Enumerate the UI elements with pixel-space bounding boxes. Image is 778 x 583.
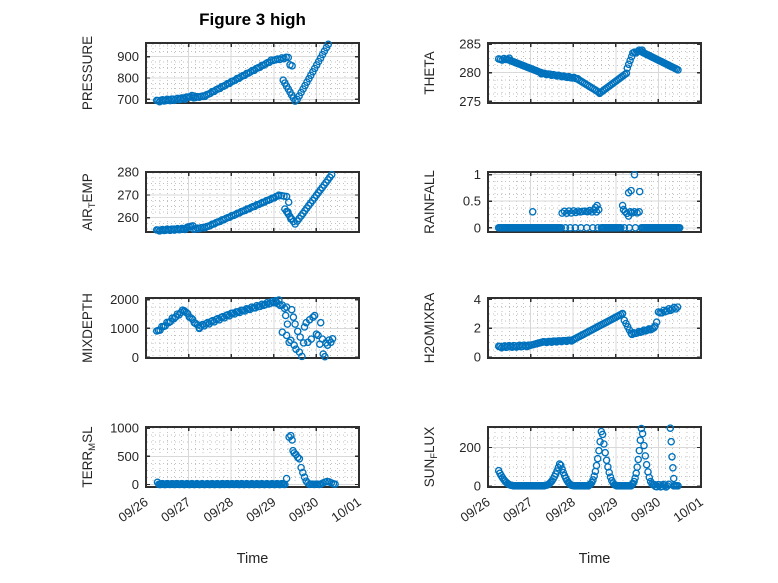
subplot-terr-msl-canvas: 0 500 1000 09/26 09/27 09/28 09/29 09/30 10/01 TE… <box>80 421 364 525</box>
x-tick-label: 09/30 <box>286 494 321 525</box>
y-axis-label: H2OMIXRA <box>422 293 437 364</box>
y-tick-label: 700 <box>117 92 139 107</box>
y-axis-label: PRESSURE <box>80 36 95 110</box>
minor-grid <box>489 173 700 231</box>
x-tick-labels: 09/26 09/27 09/28 09/29 09/30 10/01 <box>115 494 363 525</box>
y-axis-label: AIRTEMP <box>80 173 98 231</box>
y-axis-label: MIXDEPTH <box>80 293 95 363</box>
major-grid <box>489 428 700 486</box>
y-tick-label: 900 <box>117 49 139 64</box>
y-tick-labels: 275 280 285 <box>459 37 481 109</box>
y-tick-label: 800 <box>117 71 139 86</box>
y-tick-label: 4 <box>474 292 481 307</box>
y-tick-labels: 0 500 1000 <box>110 421 139 492</box>
x-axis-label-left: Time <box>236 551 269 567</box>
x-tick-label: 09/29 <box>243 494 278 525</box>
y-tick-label: 200 <box>459 440 481 455</box>
x-tick-label: 09/28 <box>201 494 236 525</box>
subplot-sun-flux-canvas: 0 200 09/26 09/27 09/28 09/29 09/30 10/01 SUNFLU… <box>422 424 706 525</box>
y-tick-labels: 0 200 <box>459 440 481 494</box>
major-grid <box>147 299 358 357</box>
y-tick-label: 260 <box>117 210 139 225</box>
axis-box <box>145 42 360 104</box>
major-grid <box>489 44 700 102</box>
tick-marks <box>487 298 702 358</box>
x-tick-labels: 09/26 09/27 09/28 09/29 09/30 10/01 <box>457 494 705 525</box>
data-markers <box>152 170 336 235</box>
subplot-theta-canvas: 275 280 285 THETA <box>422 37 702 109</box>
x-tick-label: 10/01 <box>670 494 705 525</box>
y-tick-label: 280 <box>459 65 481 80</box>
y-tick-label: 0 <box>474 220 481 235</box>
y-tick-labels: 0 2 4 <box>474 292 481 365</box>
y-tick-label: 285 <box>459 37 481 52</box>
data-markers <box>494 424 682 491</box>
x-tick-label: 09/26 <box>457 494 492 525</box>
y-tick-label: 0 <box>132 477 139 492</box>
y-axis-label: THETA <box>422 51 437 94</box>
axis-box <box>145 171 360 233</box>
y-tick-label: 1 <box>474 167 481 182</box>
data-markers <box>494 46 682 98</box>
y-tick-label: 500 <box>117 449 139 464</box>
x-tick-label: 09/27 <box>158 494 193 525</box>
y-tick-label: 270 <box>117 187 139 202</box>
y-tick-label: 1000 <box>110 421 139 436</box>
y-axis-label: SUNFLUX <box>422 427 440 488</box>
minor-grid <box>147 428 358 486</box>
data-markers <box>494 303 682 352</box>
y-axis-label: RAINFALL <box>422 170 437 234</box>
y-tick-label: 0 <box>474 349 481 364</box>
figure-title: Figure 3 high <box>199 10 306 29</box>
x-axis-label-right: Time <box>578 551 611 567</box>
x-tick-label: 09/26 <box>115 494 150 525</box>
y-tick-label: 1000 <box>110 321 139 336</box>
minor-grid <box>147 299 358 357</box>
subplot-mixdepth-canvas: 0 1000 2000 MIXDEPTH <box>80 292 360 365</box>
x-tick-label: 09/28 <box>543 494 578 525</box>
data-markers <box>153 431 339 489</box>
x-tick-label: 09/27 <box>500 494 535 525</box>
y-tick-labels: 260 270 280 <box>117 165 139 225</box>
data-markers <box>152 40 333 106</box>
axis-box <box>487 171 702 233</box>
data-markers <box>152 296 337 361</box>
y-tick-labels: 0 1000 2000 <box>110 292 139 365</box>
x-tick-label: 10/01 <box>328 494 363 525</box>
data-markers <box>494 170 684 232</box>
y-axis-label: TERRMSL <box>80 426 98 488</box>
y-tick-labels: 00.51 <box>463 167 481 235</box>
y-tick-label: 275 <box>459 94 481 109</box>
x-tick-label: 09/30 <box>628 494 663 525</box>
x-tick-label: 09/29 <box>585 494 620 525</box>
y-tick-label: 2000 <box>110 292 139 307</box>
y-tick-labels: 700 800 900 <box>117 49 139 107</box>
major-grid <box>147 173 358 231</box>
axis-box <box>487 426 702 488</box>
y-tick-label: 280 <box>117 165 139 180</box>
tick-marks <box>487 43 702 103</box>
subplot-pressure-canvas: 700 800 900 PRESSURE <box>80 36 360 110</box>
subplot-h2omixra-canvas: 0 2 4 H2OMIXRA <box>422 292 702 364</box>
subplot-air-temp-canvas: 260 270 280 AIRTEMP <box>80 165 360 235</box>
y-tick-label: 0.5 <box>463 194 481 209</box>
tick-marks <box>145 43 360 103</box>
y-tick-label: 0 <box>132 350 139 365</box>
y-tick-label: 2 <box>474 321 481 336</box>
y-tick-label: 0 <box>474 479 481 494</box>
